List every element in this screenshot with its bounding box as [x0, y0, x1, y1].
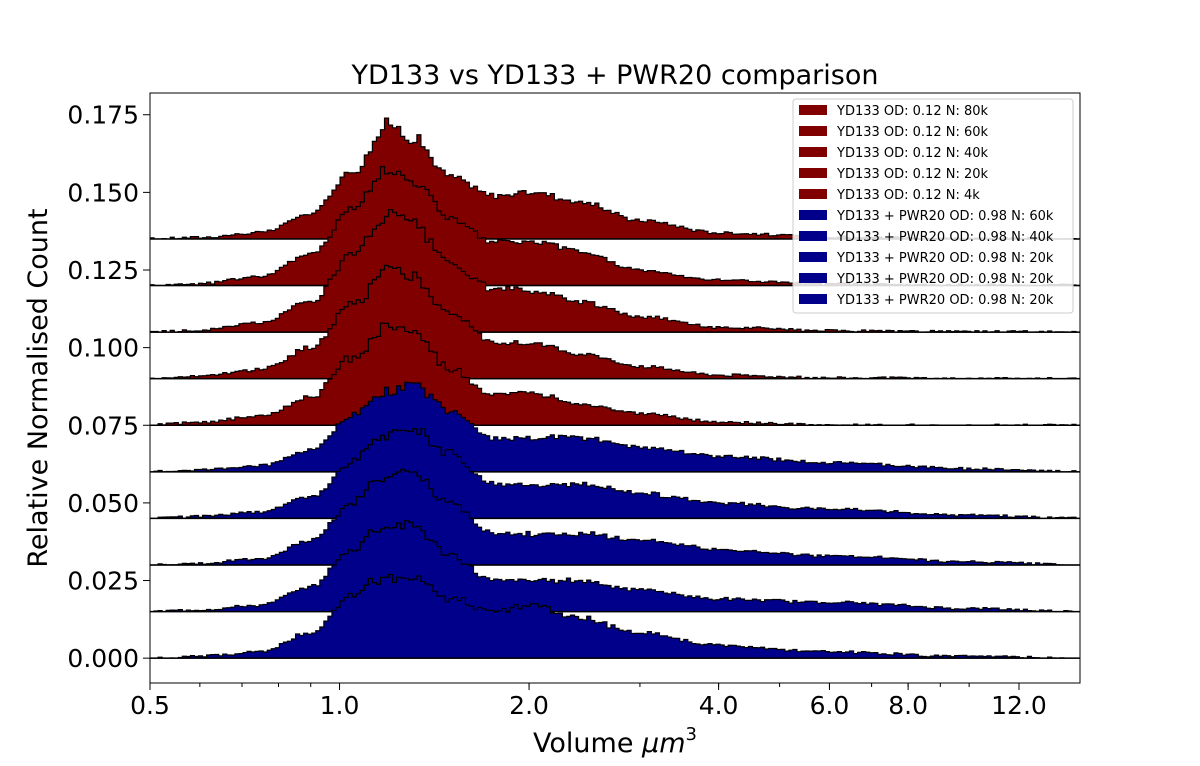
x-axis-label-text: Volume: [533, 728, 642, 759]
x-axis: 0.5 1.0 2.0 4.0 6.0 8.0 12.0: [130, 683, 1047, 720]
y-axis: 0.000 0.025 0.050 0.075 0.100 0.125 0.150 0.175: [67, 101, 150, 673]
y-tick-label: 0.100: [67, 334, 139, 363]
x-tick-label: 4.0: [699, 691, 739, 720]
series-area-10: [150, 573, 1080, 659]
legend-label: YD133 OD: 0.12 N: 40k: [836, 146, 989, 161]
legend-label: YD133 OD: 0.12 N: 20k: [836, 167, 989, 182]
series-area-9: [150, 520, 1080, 613]
series-area-6: [150, 381, 1080, 473]
legend-swatch: [799, 231, 827, 241]
x-tick-label: 6.0: [810, 691, 850, 720]
y-tick-label: 0.025: [67, 567, 139, 596]
x-axis-label: Volume μm3: [533, 724, 697, 759]
y-tick-label: 0.075: [67, 411, 139, 440]
plot-frame: [149, 92, 1081, 684]
x-axis-label-unit: μm: [641, 728, 685, 759]
x-tick-label: 12.0: [991, 691, 1047, 720]
legend-label: YD133 OD: 0.12 N: 60k: [836, 125, 989, 140]
legend-label: YD133 + PWR20 OD: 0.98 N: 40k: [836, 230, 1054, 245]
legend-label: YD133 + PWR20 OD: 0.98 N: 20k: [836, 293, 1054, 308]
legend-swatch: [799, 273, 827, 283]
legend-swatch: [799, 189, 827, 199]
legend-swatch: [799, 168, 827, 178]
legend-label: YD133 + PWR20 OD: 0.98 N: 60k: [836, 209, 1054, 224]
y-tick-label: 0.125: [67, 256, 139, 285]
x-tick-label: 8.0: [888, 691, 928, 720]
legend-swatch: [799, 105, 827, 115]
legend-label: YD133 OD: 0.12 N: 80k: [836, 104, 989, 119]
legend-swatch: [799, 210, 827, 220]
x-tick-label: 0.5: [130, 691, 170, 720]
legend-swatch: [799, 252, 827, 262]
x-tick-label: 2.0: [509, 691, 549, 720]
legend-swatch: [799, 147, 827, 157]
y-tick-label: 0.175: [67, 101, 139, 130]
x-axis-label-exponent: 3: [686, 724, 697, 745]
legend-label: YD133 + PWR20 OD: 0.98 N: 20k: [836, 251, 1054, 266]
legend-swatch: [799, 126, 827, 136]
series-layer: [150, 117, 1080, 659]
legend-box: [792, 98, 1074, 314]
y-tick-label: 0.000: [67, 644, 139, 673]
legend-swatch: [799, 294, 827, 304]
y-tick-label: 0.050: [67, 489, 139, 518]
legend-label: YD133 + PWR20 OD: 0.98 N: 20k: [836, 272, 1054, 287]
legend-label: YD133 OD: 0.12 N: 4k: [836, 188, 980, 203]
y-tick-label: 0.150: [67, 178, 139, 207]
chart-title: YD133 vs YD133 + PWR20 comparison: [351, 60, 879, 91]
series-area-7: [150, 427, 1080, 520]
legend: YD133 OD: 0.12 N: 80k YD133 OD: 0.12 N: 6…: [792, 98, 1074, 314]
x-tick-label: 1.0: [320, 691, 360, 720]
y-axis-label: Relative Normalised Count: [23, 208, 54, 567]
